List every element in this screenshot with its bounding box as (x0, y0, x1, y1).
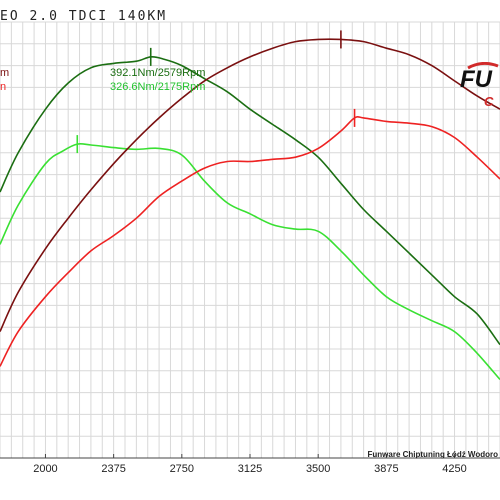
x-axis-ticks: 2000 2375 2750 3125 3500 3875 4250 (33, 454, 467, 475)
legend-edge-darkred: m (0, 67, 10, 79)
peak-label-tuned: 326.6Nm/2175Rpm (110, 81, 206, 93)
brand-logo: FU C (458, 62, 500, 112)
x-tick-label: 4250 (442, 463, 466, 475)
logo-text-top: FU (460, 66, 492, 93)
peak-label-stock: 392.1Nm/2579Rpm (110, 67, 206, 79)
x-tick-label: 2000 (33, 463, 57, 475)
legend-edge-red: n (0, 81, 7, 93)
x-tick-label: 3500 (306, 463, 330, 475)
logo-text-bottom: C (484, 94, 494, 109)
x-tick-label: 3125 (238, 463, 262, 475)
chart-title: EO 2.0 TDCI 140KM (0, 9, 168, 24)
series-line-0 (0, 56, 500, 346)
x-tick-label: 2375 (101, 463, 125, 475)
x-tick-label: 3875 (374, 463, 398, 475)
series-line-3 (0, 115, 500, 367)
credit-text: Funware Chiptuning Łódź Wodoro (367, 450, 499, 459)
chart-series (0, 30, 500, 381)
logo-swoosh-icon (467, 62, 499, 70)
series-line-1 (0, 142, 500, 381)
chart-grid (0, 21, 500, 459)
series-line-2 (0, 38, 500, 332)
x-tick-label: 2750 (170, 463, 194, 475)
